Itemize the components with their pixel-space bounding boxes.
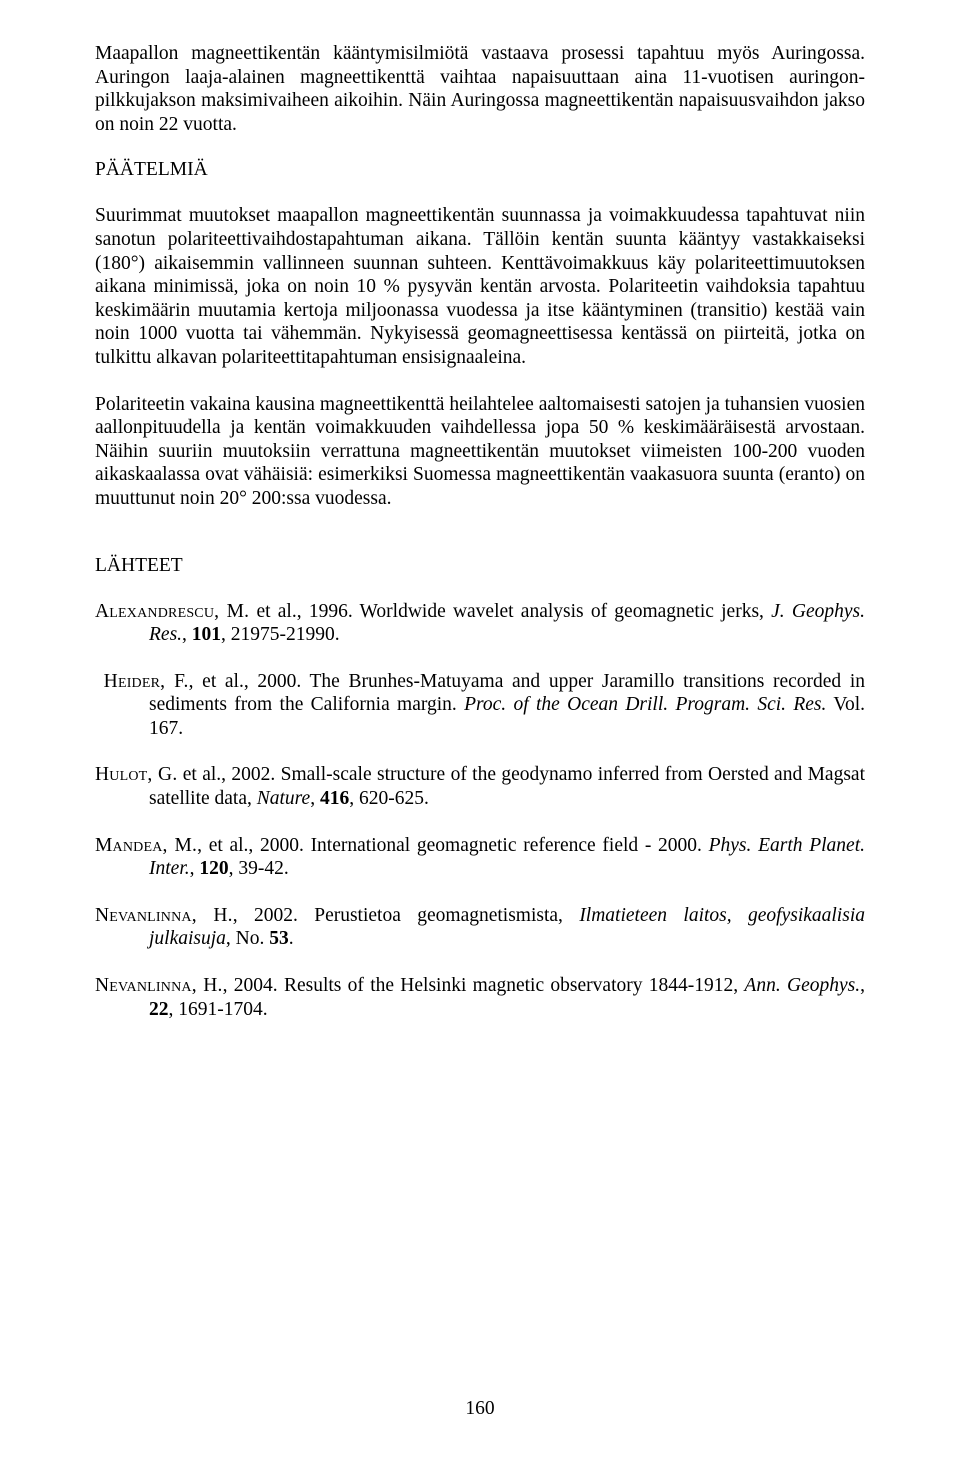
ref-volume: 101 — [192, 624, 221, 645]
ref-journal: Ann. Geophys. — [744, 975, 860, 996]
ref-volume: 416 — [320, 788, 349, 809]
ref-journal: Proc. of the Ocean Drill. Program. Sci. … — [464, 694, 826, 715]
ref-volume: 120 — [199, 858, 228, 879]
ref-text: , — [190, 858, 200, 879]
ref-volume: 22 — [149, 999, 169, 1020]
ref-journal: Nature — [257, 788, 310, 809]
ref-author: Nevanlinna, H. — [95, 975, 223, 996]
ref-volume: 53 — [269, 928, 289, 949]
ref-author: Heider, F. — [104, 671, 189, 692]
reference-item: Alexandrescu, M. et al., 1996. Worldwide… — [95, 600, 865, 647]
ref-text: et al., 1996. Worldwide wavelet analysis… — [249, 601, 771, 622]
reference-item: Nevanlinna, H., 2004. Results of the Hel… — [95, 974, 865, 1021]
body-paragraph: Polariteetin vakaina kausina magneettike… — [95, 393, 865, 511]
body-paragraph: Maapallon magneettikentän kääntymisilmiö… — [95, 42, 865, 136]
ref-text: . — [289, 928, 294, 949]
ref-author: Alexandrescu, M. — [95, 601, 249, 622]
ref-text: , 2002. Perustietoa geomagnetismista, — [233, 905, 580, 926]
reference-item: Nevanlinna, H., 2002. Perustietoa geomag… — [95, 904, 865, 951]
ref-text: , 620-625. — [349, 788, 429, 809]
body-paragraph: Suurimmat muutokset maapallon magneettik… — [95, 204, 865, 369]
reference-item: Hulot, G. et al., 2002. Small-scale stru… — [95, 763, 865, 810]
ref-text: , 21975-21990. — [221, 624, 340, 645]
ref-text: , — [860, 975, 865, 996]
page-number: 160 — [0, 1398, 960, 1420]
reference-item: Mandea, M., et al., 2000. International … — [95, 834, 865, 881]
ref-text: , No. — [226, 928, 269, 949]
references-list: Alexandrescu, M. et al., 1996. Worldwide… — [95, 600, 865, 1022]
reference-item: Heider, F., et al., 2000. The Brunhes-Ma… — [95, 670, 865, 741]
page: Maapallon magneettikentän kääntymisilmiö… — [0, 0, 960, 1476]
ref-text: , et al., 2000. International geomagneti… — [197, 835, 708, 856]
ref-author: Hulot, G. — [95, 764, 177, 785]
section-heading-conclusions: PÄÄTELMIÄ — [95, 159, 865, 181]
ref-text: , 2004. Results of the Helsinki magnetic… — [223, 975, 745, 996]
ref-text: , 1691-1704. — [169, 999, 268, 1020]
ref-text: , 39-42. — [229, 858, 289, 879]
ref-text: , — [182, 624, 192, 645]
ref-text: , — [310, 788, 320, 809]
section-heading-references: LÄHTEET — [95, 555, 865, 577]
ref-author: Mandea, M. — [95, 835, 197, 856]
ref-author: Nevanlinna, H. — [95, 905, 233, 926]
